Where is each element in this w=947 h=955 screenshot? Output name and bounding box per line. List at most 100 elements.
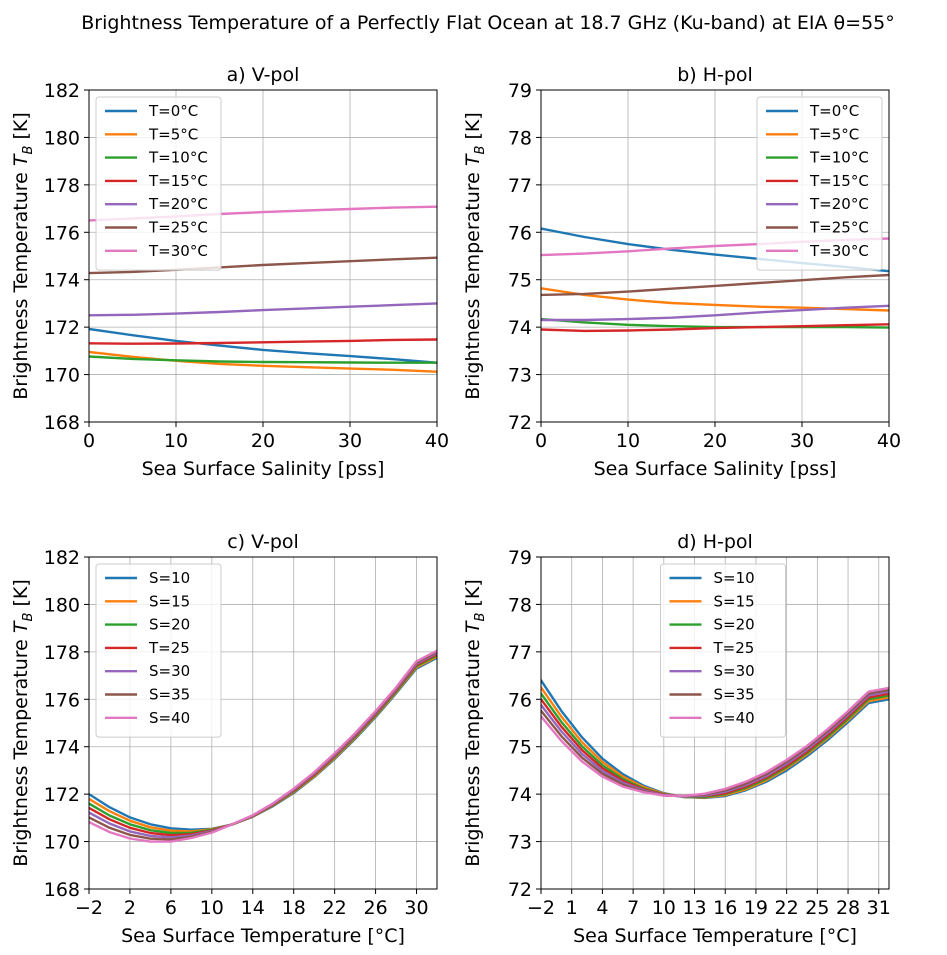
y-tick-label: 170	[44, 365, 80, 387]
x-tick-label: 19	[744, 897, 768, 919]
legend-label-3: T=25	[148, 639, 190, 657]
legend-label-0: T=0°C	[148, 102, 198, 120]
legend-label-6: T=30°C	[809, 242, 869, 260]
legend-label-2: S=20	[714, 616, 755, 634]
legend-label-4: S=30	[149, 662, 190, 680]
y-tick-label: 178	[44, 175, 80, 197]
y-tick-label: 182	[44, 80, 80, 102]
x-tick-label: 31	[867, 897, 891, 919]
x-tick-label: 10	[616, 430, 640, 452]
y-tick-label: 174	[44, 270, 80, 292]
y-tick-label: 78	[508, 127, 532, 149]
legend: T=0°C T=5°C T=10°C T=15°C T=20°C T=25°C T=30°C	[95, 96, 222, 271]
legend-label-0: S=10	[149, 569, 190, 587]
y-axis-label: Brightness Temperature TB [K]	[10, 579, 36, 867]
legend: T=0°C T=5°C T=10°C T=15°C T=20°C T=25°C T=30°C	[756, 96, 883, 271]
legend-label-3: T=15°C	[809, 172, 869, 190]
y-tick-label: 176	[44, 222, 80, 244]
y-tick-label: 72	[508, 879, 532, 901]
x-tick-label: 20	[251, 430, 275, 452]
panel-a: 0 10 20 30 40 168 170 172 174 176 178 180 182 a) V-po…	[10, 64, 449, 480]
panel-d: −2 1 4 7 10 13 16 19 22 25 28 31 72 73 74 75 76 77 78 79 d) …	[462, 531, 891, 947]
x-tick-label: 28	[836, 897, 860, 919]
y-tick-label: 73	[508, 832, 532, 854]
panel-title: c) V-pol	[227, 531, 299, 553]
x-tick-label: 10	[164, 430, 188, 452]
x-tick-label: 40	[425, 430, 449, 452]
x-tick-label: 1	[566, 897, 578, 919]
x-axis-label: Sea Surface Salinity [pss]	[142, 458, 385, 480]
x-tick-label: 10	[200, 897, 224, 919]
series-line-6	[541, 686, 889, 798]
x-axis-label: Sea Surface Salinity [pss]	[594, 458, 837, 480]
y-tick-label: 180	[44, 594, 80, 616]
legend-label-0: S=10	[714, 569, 755, 587]
legend-label-1: S=15	[714, 592, 755, 610]
legend-label-4: T=20°C	[148, 195, 208, 213]
x-tick-label: 2	[124, 897, 136, 919]
legend-label-5: S=35	[714, 686, 755, 704]
y-tick-label: 79	[508, 80, 532, 102]
y-tick-label: 79	[508, 547, 532, 569]
x-axis-label: Sea Surface Temperature [°C]	[573, 925, 857, 947]
y-tick-label: 172	[44, 784, 80, 806]
y-tick-label: 75	[508, 737, 532, 759]
series-group	[89, 205, 437, 373]
x-tick-label: 16	[713, 897, 737, 919]
y-tick-label: 77	[508, 642, 532, 664]
series-line-1	[89, 350, 437, 373]
x-tick-label: 4	[596, 897, 608, 919]
series-line-5	[541, 273, 889, 297]
x-axis-label: Sea Surface Temperature [°C]	[121, 925, 405, 947]
y-tick-label: 76	[508, 689, 532, 711]
x-tick-label: 40	[877, 430, 901, 452]
x-tick-label: 25	[805, 897, 829, 919]
legend-label-2: T=10°C	[148, 149, 208, 167]
series-group	[89, 649, 437, 843]
legend-label-4: S=30	[714, 662, 755, 680]
y-tick-label: 182	[44, 547, 80, 569]
x-tick-label: −2	[75, 897, 103, 919]
x-tick-label: 30	[790, 430, 814, 452]
series-line-4	[89, 302, 437, 317]
y-tick-label: 172	[44, 317, 80, 339]
y-tick-label: 178	[44, 642, 80, 664]
y-tick-label: 76	[508, 222, 532, 244]
y-tick-label: 74	[508, 784, 532, 806]
y-tick-label: 170	[44, 832, 80, 854]
y-tick-label: 72	[508, 412, 532, 434]
legend-label-4: T=20°C	[809, 195, 869, 213]
series-line-3	[89, 338, 437, 345]
legend-label-1: T=5°C	[809, 125, 859, 143]
x-tick-label: 14	[241, 897, 265, 919]
legend-label-6: S=40	[714, 709, 755, 727]
legend-label-2: T=10°C	[809, 149, 869, 167]
x-tick-label: 18	[282, 897, 306, 919]
x-tick-label: 30	[404, 897, 428, 919]
x-tick-label: −2	[527, 897, 555, 919]
x-tick-label: 13	[682, 897, 706, 919]
series-line-6	[89, 649, 437, 843]
legend: S=10 S=15 S=20 T=25 S=30 S=35 S=40	[660, 563, 786, 738]
legend-label-6: S=40	[149, 709, 190, 727]
legend-label-3: T=25	[713, 639, 755, 657]
legend-label-5: T=25°C	[148, 219, 208, 237]
x-tick-label: 0	[83, 430, 95, 452]
legend-label-2: S=20	[149, 616, 190, 634]
x-tick-label: 20	[703, 430, 727, 452]
legend-label-5: T=25°C	[809, 219, 869, 237]
series-line-2	[89, 355, 437, 364]
y-tick-label: 168	[44, 412, 80, 434]
y-axis-label: Brightness Temperature TB [K]	[462, 112, 488, 400]
series-line-3	[541, 323, 889, 333]
legend-label-3: T=15°C	[148, 172, 208, 190]
legend: S=10 S=15 S=20 T=25 S=30 S=35 S=40	[95, 563, 222, 738]
legend-label-6: T=30°C	[148, 242, 208, 260]
series-line-0	[89, 327, 437, 364]
series-group	[541, 679, 889, 800]
series-line-4	[541, 690, 889, 798]
y-tick-label: 77	[508, 175, 532, 197]
panel-title: b) H-pol	[677, 64, 753, 86]
y-tick-label: 174	[44, 737, 80, 759]
